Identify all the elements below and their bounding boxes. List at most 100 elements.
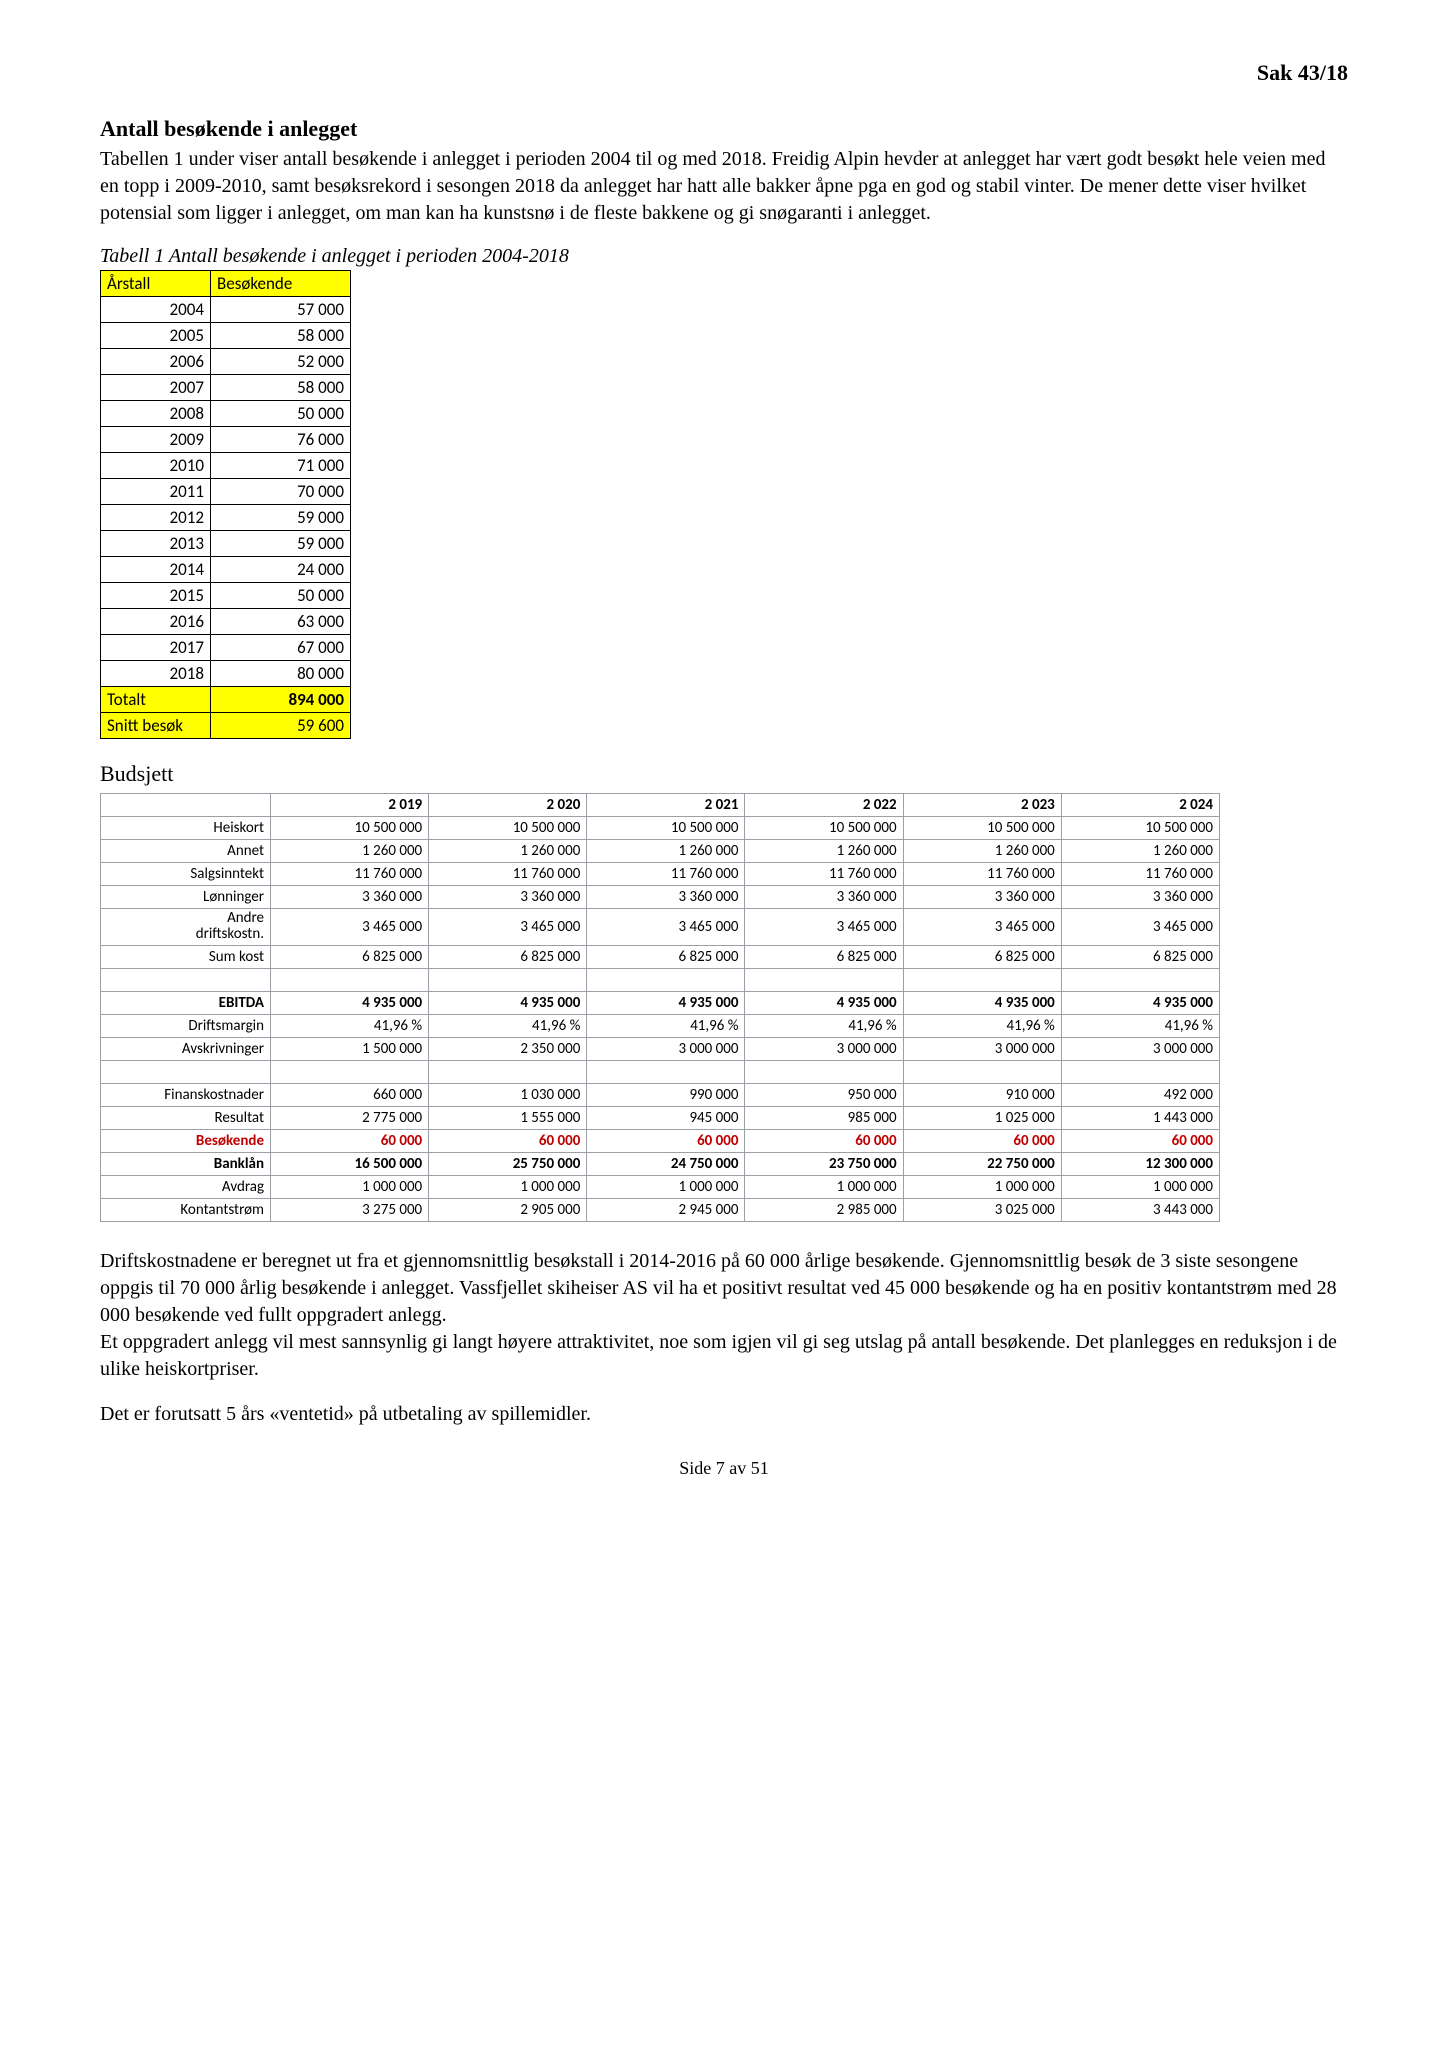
budget-cell: 11 760 000 [587,863,745,886]
case-number: Sak 43/18 [100,60,1348,86]
budget-cell: 3 465 000 [745,909,903,946]
budget-cell: 3 360 000 [903,886,1061,909]
table-row: 200850 000 [101,401,351,427]
budget-cell: 3 360 000 [429,886,587,909]
table-row: 200758 000 [101,375,351,401]
budget-cell: 41,96 % [903,1014,1061,1037]
visitors-value: 24 000 [211,557,351,583]
budget-year-header: 2 023 [903,794,1061,817]
budget-cell: 60 000 [429,1129,587,1152]
table-row: Kontantstrøm3 275 0002 905 0002 945 0002… [101,1198,1220,1221]
budget-cell: 3 360 000 [1061,886,1219,909]
budget-cell: 6 825 000 [745,945,903,968]
budget-cell: 10 500 000 [587,817,745,840]
table1-caption: Tabell 1 Antall besøkende i anlegget i p… [100,245,1348,268]
visitors-avg-label: Snitt besøk [101,713,211,739]
visitors-value: 63 000 [211,609,351,635]
budget-row-label: Lønninger [101,886,271,909]
budget-cell: 2 985 000 [745,1198,903,1221]
table-row: Salgsinntekt11 760 00011 760 00011 760 0… [101,863,1220,886]
visitors-value: 50 000 [211,583,351,609]
budget-cell: 1 260 000 [587,840,745,863]
budget-cell: 2 350 000 [429,1037,587,1060]
budget-row-label: Salgsinntekt [101,863,271,886]
budget-cell: 25 750 000 [429,1152,587,1175]
budget-table: 2 0192 0202 0212 0222 0232 024 Heiskort1… [100,793,1220,1222]
table-row: 201424 000 [101,557,351,583]
table-row [101,968,1220,991]
visitors-value: 58 000 [211,375,351,401]
budget-cell: 4 935 000 [587,991,745,1014]
budget-cell: 3 465 000 [271,909,429,946]
budget-cell: 3 465 000 [587,909,745,946]
budget-cell: 6 825 000 [271,945,429,968]
table-row: Annet1 260 0001 260 0001 260 0001 260 00… [101,840,1220,863]
budget-year-header: 2 019 [271,794,429,817]
visitors-year: 2017 [101,635,211,661]
visitors-value: 67 000 [211,635,351,661]
budget-cell: 10 500 000 [903,817,1061,840]
visitors-value: 57 000 [211,297,351,323]
table-row: 201550 000 [101,583,351,609]
budget-cell: 4 935 000 [745,991,903,1014]
visitors-year: 2011 [101,479,211,505]
budget-cell: 41,96 % [429,1014,587,1037]
table-row: Resultat2 775 0001 555 000945 000985 000… [101,1106,1220,1129]
table-row: 201071 000 [101,453,351,479]
budget-spacer [587,1060,745,1083]
budget-cell: 6 825 000 [429,945,587,968]
visitors-value: 59 000 [211,505,351,531]
budget-cell: 3 360 000 [271,886,429,909]
table-row: 201663 000 [101,609,351,635]
visitors-value: 70 000 [211,479,351,505]
budget-cell: 1 260 000 [429,840,587,863]
budget-year-header: 2 022 [745,794,903,817]
visitors-value: 76 000 [211,427,351,453]
visitors-value: 80 000 [211,661,351,687]
table-row: Banklån16 500 00025 750 00024 750 00023 … [101,1152,1220,1175]
budget-row-label: Resultat [101,1106,271,1129]
budget-cell: 3 275 000 [271,1198,429,1221]
visitors-avg-value: 59 600 [211,713,351,739]
table-row: 200457 000 [101,297,351,323]
visitors-total-value: 894 000 [211,687,351,713]
visitors-year: 2007 [101,375,211,401]
budget-cell: 1 555 000 [429,1106,587,1129]
table-row: Avskrivninger1 500 0002 350 0003 000 000… [101,1037,1220,1060]
budget-cell: 4 935 000 [903,991,1061,1014]
budget-cell: 41,96 % [745,1014,903,1037]
visitors-value: 52 000 [211,349,351,375]
budget-cell: 1 000 000 [587,1175,745,1198]
budget-cell: 1 443 000 [1061,1106,1219,1129]
visitors-table: Årstall Besøkende 200457 000200558 00020… [100,270,351,739]
budget-cell: 4 935 000 [429,991,587,1014]
budget-cell: 4 935 000 [1061,991,1219,1014]
budget-cell: 1 000 000 [1061,1175,1219,1198]
budget-row-label: Avskrivninger [101,1037,271,1060]
tail-paragraph-2: Et oppgradert anlegg vil mest sannsynlig… [100,1329,1348,1383]
budget-cell: 11 760 000 [271,863,429,886]
budget-row-label: Driftsmargin [101,1014,271,1037]
budget-cell: 11 760 000 [903,863,1061,886]
budget-spacer [903,1060,1061,1083]
budget-row-label: EBITDA [101,991,271,1014]
table-row: Driftsmargin41,96 %41,96 %41,96 %41,96 %… [101,1014,1220,1037]
budget-spacer [587,968,745,991]
budget-cell: 10 500 000 [745,817,903,840]
budget-spacer [271,1060,429,1083]
visitors-value: 58 000 [211,323,351,349]
budget-year-header: 2 024 [1061,794,1219,817]
budget-cell: 3 025 000 [903,1198,1061,1221]
budget-spacer [1061,1060,1219,1083]
budget-cell: 945 000 [587,1106,745,1129]
budget-spacer [101,968,271,991]
visitors-year: 2012 [101,505,211,531]
budget-cell: 3 360 000 [587,886,745,909]
visitors-value: 71 000 [211,453,351,479]
budget-cell: 6 825 000 [1061,945,1219,968]
budget-year-header: 2 021 [587,794,745,817]
visitors-col-visitors: Besøkende [211,271,351,297]
visitors-year: 2013 [101,531,211,557]
budget-cell: 3 360 000 [745,886,903,909]
budget-cell: 6 825 000 [587,945,745,968]
